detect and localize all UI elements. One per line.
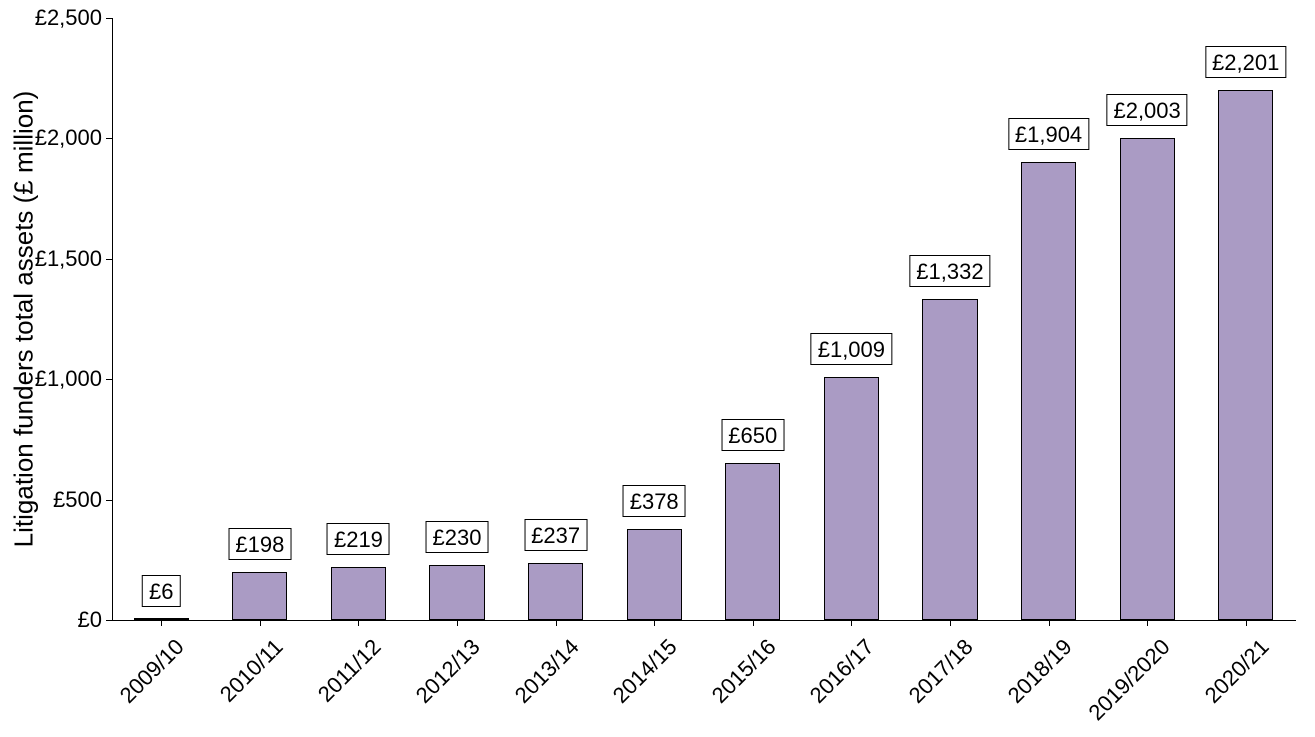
chart-container: Litigation funders total assets (£ milli… [0, 0, 1315, 737]
x-tick-label: 2010/11 [185, 634, 288, 737]
value-label: £2,003 [1106, 94, 1187, 126]
y-tick-mark [106, 379, 112, 380]
x-tick-label: 2014/15 [579, 634, 682, 737]
value-label: £1,904 [1008, 118, 1089, 150]
x-tick-mark [1246, 620, 1247, 626]
x-tick-label: 2019/2020 [1072, 634, 1175, 737]
x-tick-mark [851, 620, 852, 626]
bar [922, 299, 977, 620]
y-tick-label: £2,000 [35, 125, 102, 151]
bar [824, 377, 879, 620]
y-tick-label: £1,000 [35, 366, 102, 392]
x-tick-mark [260, 620, 261, 626]
x-tick-mark [161, 620, 162, 626]
bar [725, 463, 780, 620]
bar [627, 529, 682, 620]
x-tick-label: 2016/17 [777, 634, 880, 737]
y-tick-label: £0 [78, 607, 102, 633]
y-tick-mark [106, 500, 112, 501]
x-tick-label: 2011/12 [284, 634, 387, 737]
x-tick-mark [556, 620, 557, 626]
bar [429, 565, 484, 620]
y-tick-mark [106, 138, 112, 139]
value-label: £1,332 [909, 255, 990, 287]
value-label: £2,201 [1205, 46, 1286, 78]
x-tick-mark [1049, 620, 1050, 626]
value-label: £378 [623, 485, 686, 517]
y-tick-label: £1,500 [35, 246, 102, 272]
bar [1021, 162, 1076, 620]
x-tick-label: 2018/19 [974, 634, 1077, 737]
x-tick-label: 2012/13 [382, 634, 485, 737]
value-label: £219 [327, 523, 390, 555]
x-tick-mark [457, 620, 458, 626]
y-tick-mark [106, 18, 112, 19]
bar [1218, 90, 1273, 620]
bar [1120, 138, 1175, 620]
bar [331, 567, 386, 620]
value-label: £230 [426, 521, 489, 553]
value-label: £650 [721, 419, 784, 451]
x-axis-line [111, 620, 1296, 621]
y-tick-label: £2,500 [35, 5, 102, 31]
x-tick-mark [1147, 620, 1148, 626]
x-tick-label: 2017/18 [875, 634, 978, 737]
x-tick-label: 2009/10 [86, 634, 189, 737]
bar [528, 563, 583, 620]
value-label: £1,009 [811, 333, 892, 365]
y-axis-title: Litigation funders total assets (£ milli… [9, 91, 40, 548]
value-label: £237 [524, 519, 587, 551]
y-tick-mark [106, 259, 112, 260]
x-tick-mark [753, 620, 754, 626]
x-tick-label: 2013/14 [481, 634, 584, 737]
y-tick-label: £500 [53, 487, 102, 513]
x-tick-mark [654, 620, 655, 626]
bar [232, 572, 287, 620]
x-tick-mark [358, 620, 359, 626]
y-axis-line [112, 18, 113, 620]
x-tick-mark [950, 620, 951, 626]
value-label: £6 [142, 575, 180, 607]
y-tick-mark [106, 620, 112, 621]
value-label: £198 [228, 528, 291, 560]
x-tick-label: 2015/16 [678, 634, 781, 737]
x-tick-label: 2020/21 [1171, 634, 1274, 737]
